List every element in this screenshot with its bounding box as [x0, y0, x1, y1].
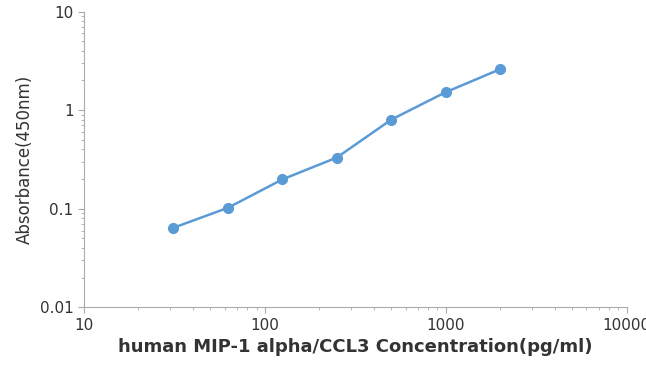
- Y-axis label: Absorbance(450nm): Absorbance(450nm): [16, 75, 34, 244]
- X-axis label: human MIP-1 alpha/CCL3 Concentration(pg/ml): human MIP-1 alpha/CCL3 Concentration(pg/…: [118, 338, 592, 356]
